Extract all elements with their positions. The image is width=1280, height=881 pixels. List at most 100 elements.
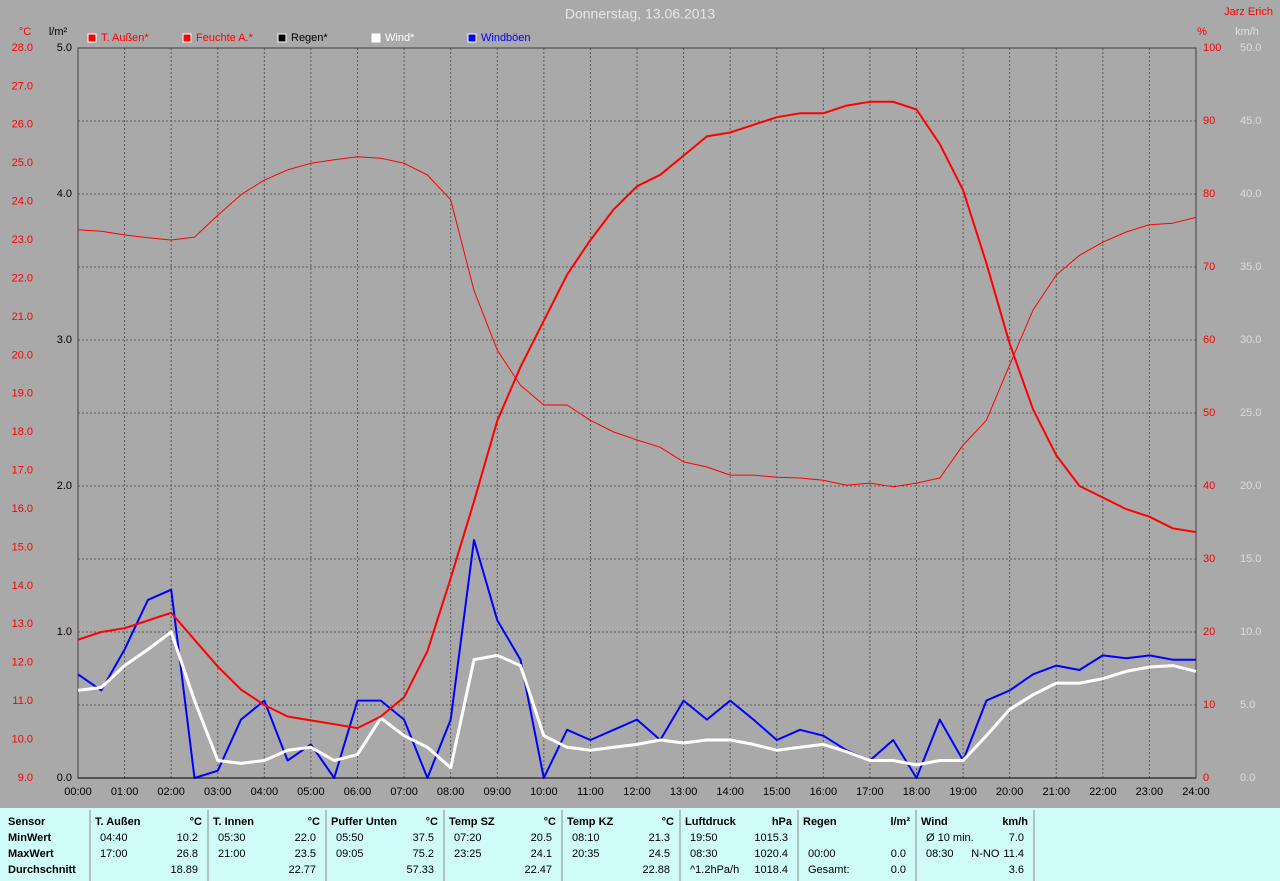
- y-tick-label: 27.0: [12, 80, 33, 92]
- x-tick-label: 08:00: [437, 786, 465, 798]
- y-tick-label: 60: [1203, 334, 1215, 346]
- y-tick-label: 80: [1203, 188, 1215, 200]
- group-name: Luftdruck: [685, 816, 737, 828]
- x-tick-label: 23:00: [1136, 786, 1164, 798]
- x-tick-label: 18:00: [903, 786, 931, 798]
- stat-value: 37.5: [413, 832, 434, 844]
- y-tick-label: 22.0: [12, 272, 33, 284]
- y-tick-label: 0: [1203, 772, 1209, 784]
- legend-swatch: [182, 33, 192, 43]
- x-tick-label: 14:00: [716, 786, 744, 798]
- y-tick-label: 15.0: [1240, 553, 1261, 565]
- group-unit: km/h: [1002, 816, 1028, 828]
- x-tick-label: 07:00: [390, 786, 418, 798]
- x-tick-label: 22:00: [1089, 786, 1117, 798]
- group-name: Temp SZ: [449, 816, 495, 828]
- legend-label: T. Außen*: [101, 32, 149, 44]
- y-tick-label: 10.0: [1240, 626, 1261, 638]
- y-tick-label: 4.0: [57, 188, 72, 200]
- x-tick-label: 10:00: [530, 786, 558, 798]
- group-unit: °C: [544, 816, 556, 828]
- stat-time: 23:25: [454, 848, 482, 860]
- stat-time: 05:50: [336, 832, 364, 844]
- y-tick-label: 13.0: [12, 618, 33, 630]
- stat-value: 26.8: [177, 848, 198, 860]
- legend-label: Wind*: [385, 32, 415, 44]
- y-tick-label: 9.0: [18, 772, 33, 784]
- x-tick-label: 03:00: [204, 786, 232, 798]
- data-line: [77, 539, 1196, 779]
- legend-swatch: [277, 33, 287, 43]
- y-tick-label: 23.0: [12, 234, 33, 246]
- x-tick-label: 04:00: [251, 786, 279, 798]
- group-name: Temp KZ: [567, 816, 614, 828]
- stat-value: 75.2: [413, 848, 434, 860]
- y-tick-label: 40.0: [1240, 188, 1261, 200]
- stat-time: 08:30: [926, 848, 954, 860]
- stats-panel: [0, 808, 1280, 881]
- row-label: MinWert: [8, 832, 52, 844]
- y-tick-label: 10.0: [12, 733, 33, 745]
- stat-time: 21:00: [218, 848, 246, 860]
- y-tick-label: 25.0: [1240, 407, 1261, 419]
- y-tick-label: 90: [1203, 115, 1215, 127]
- stat-time: 00:00: [808, 848, 836, 860]
- x-tick-label: 00:00: [64, 786, 92, 798]
- x-tick-label: 06:00: [344, 786, 372, 798]
- author: Jarz Erich: [1224, 6, 1273, 18]
- y-tick-label: 20.0: [12, 349, 33, 361]
- stat-value: 7.0: [1009, 832, 1024, 844]
- stat-time: 17:00: [100, 848, 128, 860]
- y-tick-label: 15.0: [12, 541, 33, 553]
- stat-value: 22.88: [642, 864, 670, 876]
- y-tick-label: 14.0: [12, 580, 33, 592]
- group-unit: hPa: [772, 816, 793, 828]
- x-tick-label: 02:00: [157, 786, 185, 798]
- legend-swatch: [467, 33, 477, 43]
- stat-time: ^1.2hPa/h: [690, 864, 739, 876]
- y-tick-label: 45.0: [1240, 115, 1261, 127]
- y-tick-label: 50: [1203, 407, 1215, 419]
- row-label: MaxWert: [8, 848, 54, 860]
- legend-swatch: [87, 33, 97, 43]
- axis-label-wind: km/h: [1235, 26, 1259, 38]
- stat-value: 10.2: [177, 832, 198, 844]
- stat-value: 20.5: [531, 832, 552, 844]
- stat-value: 21.3: [649, 832, 670, 844]
- x-tick-label: 19:00: [949, 786, 977, 798]
- row-label: Durchschnitt: [8, 864, 76, 876]
- x-tick-label: 13:00: [670, 786, 698, 798]
- y-tick-label: 21.0: [12, 311, 33, 323]
- stat-time: Ø 10 min.: [926, 832, 974, 844]
- x-tick-label: 21:00: [1042, 786, 1070, 798]
- data-line: [77, 630, 1197, 770]
- group-name: Wind: [921, 816, 948, 828]
- x-tick-label: 16:00: [810, 786, 838, 798]
- group-name: Regen: [803, 816, 837, 828]
- stat-value: 1020.4: [754, 848, 788, 860]
- y-tick-label: 16.0: [12, 503, 33, 515]
- y-tick-label: 50.0: [1240, 42, 1261, 54]
- stat-value: 57.33: [406, 864, 434, 876]
- legend-label: Regen*: [291, 32, 328, 44]
- stat-value: 23.5: [295, 848, 316, 860]
- x-tick-label: 17:00: [856, 786, 884, 798]
- chart-title: Donnerstag, 13.06.2013: [565, 6, 715, 22]
- x-tick-label: 12:00: [623, 786, 651, 798]
- x-tick-label: 24:00: [1182, 786, 1210, 798]
- y-tick-label: 30: [1203, 553, 1215, 565]
- y-tick-label: 12.0: [12, 657, 33, 669]
- group-name: T. Innen: [213, 816, 254, 828]
- group-name: T. Außen: [95, 816, 141, 828]
- stat-value: 0.0: [891, 848, 906, 860]
- y-tick-label: 11.0: [12, 695, 33, 707]
- legend-label: Windböen: [481, 32, 531, 44]
- y-tick-label: 5.0: [57, 42, 72, 54]
- stat-time: 05:30: [218, 832, 246, 844]
- y-tick-label: 70: [1203, 261, 1215, 273]
- data-line: [77, 156, 1197, 488]
- y-tick-label: 0.0: [57, 772, 72, 784]
- y-tick-label: 0.0: [1240, 772, 1255, 784]
- group-unit: l/m²: [890, 816, 910, 828]
